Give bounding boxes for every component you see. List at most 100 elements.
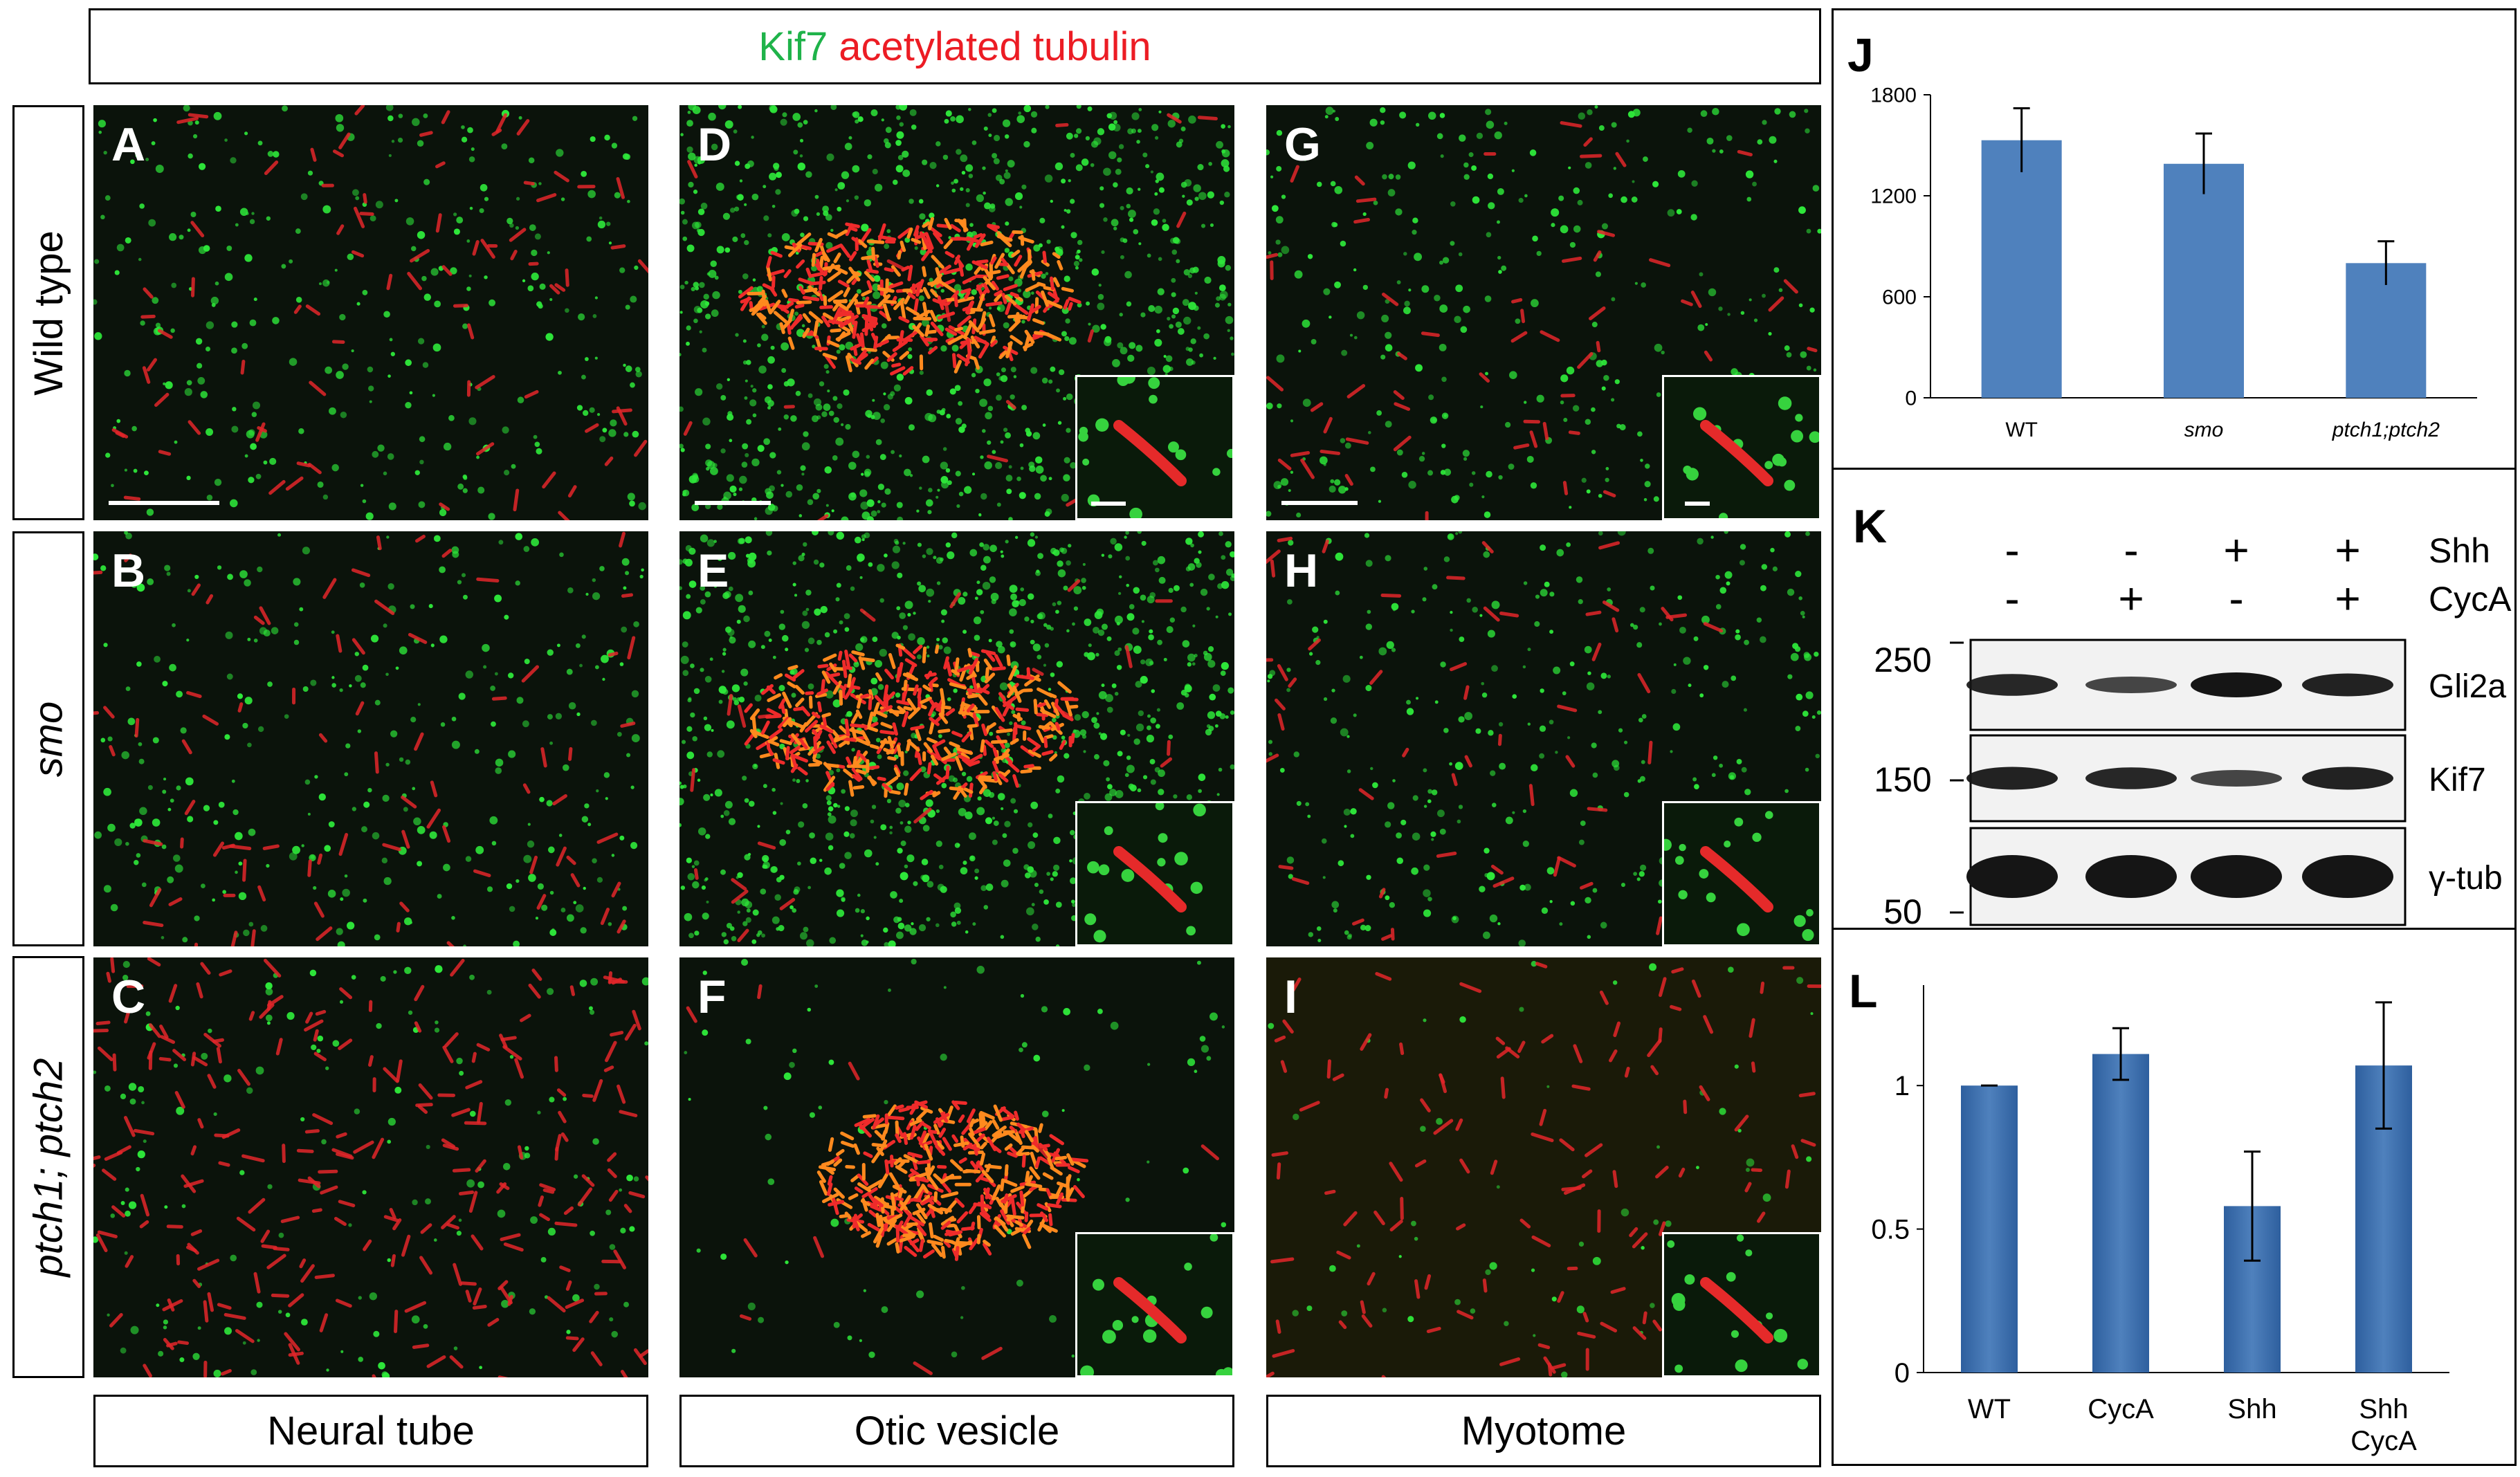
blot-band bbox=[2302, 855, 2393, 898]
blot-band bbox=[2085, 855, 2177, 898]
bar bbox=[2092, 1054, 2149, 1373]
row-label-text: ptch1; ptch2 bbox=[26, 1058, 71, 1276]
bar bbox=[2164, 163, 2244, 398]
treatment-sign: + bbox=[2223, 525, 2249, 575]
y-tick-label: 0 bbox=[1905, 387, 1917, 410]
panel-letter: I bbox=[1284, 971, 1297, 1023]
treatment-label: CycA bbox=[2429, 580, 2512, 618]
row-label-text: Wild type bbox=[26, 230, 71, 396]
scale-bar bbox=[695, 501, 771, 505]
x-tick-label: CycA bbox=[2088, 1394, 2154, 1424]
x-tick-label: CycA bbox=[2350, 1426, 2417, 1456]
blot-band bbox=[1966, 855, 2058, 898]
blot-band bbox=[2191, 855, 2282, 898]
panel-C: C bbox=[93, 957, 648, 1377]
row-label-smo: smo bbox=[12, 531, 84, 946]
panel-K-box: K - - + + Shh - + - + CycA Gli2a 250 Kif7 150 γ-tub 50 bbox=[1832, 468, 2517, 931]
blot-label: Kif7 bbox=[2429, 762, 2486, 798]
column-label-myotome: Myotome bbox=[1266, 1395, 1821, 1467]
panel-I: I bbox=[1266, 957, 1821, 1377]
blot-band bbox=[1966, 767, 2058, 790]
error-bar bbox=[2244, 1150, 2261, 1262]
mw-marker-label: 50 bbox=[1883, 892, 1922, 928]
y-tick-label: 1 bbox=[1894, 1071, 1910, 1101]
title-kif7: Kif7 bbox=[758, 24, 828, 69]
bar bbox=[1961, 1085, 2018, 1373]
x-tick-label: WT bbox=[1968, 1394, 2011, 1424]
panel-B: B bbox=[93, 531, 648, 946]
error-bar bbox=[2013, 107, 2030, 172]
blot-band bbox=[2191, 672, 2282, 697]
column-label-neural-tube: Neural tube bbox=[93, 1395, 648, 1467]
mw-marker-label: 150 bbox=[1874, 760, 1931, 799]
panel-letter: F bbox=[697, 971, 727, 1023]
scale-bar bbox=[1091, 502, 1126, 506]
panel-letter: A bbox=[111, 118, 146, 171]
y-tick-label: 600 bbox=[1882, 286, 1917, 309]
column-label-otic-vesicle: Otic vesicle bbox=[679, 1395, 1234, 1467]
panel-letter: D bbox=[697, 118, 732, 171]
x-tick-label: Shh bbox=[2227, 1394, 2276, 1424]
panel-letter-K: K bbox=[1853, 500, 1887, 553]
mw-marker-label: 250 bbox=[1874, 641, 1931, 679]
treatment-sign: - bbox=[2229, 574, 2243, 623]
panel-letter-J: J bbox=[1847, 29, 1874, 82]
panel-letter: E bbox=[697, 544, 729, 597]
panel-J-box: J 0 600 1200 1800 WT smo ptch1;ptch2 bbox=[1832, 8, 2517, 470]
error-bar bbox=[2377, 240, 2395, 285]
x-tick-label: WT bbox=[2005, 419, 2038, 441]
error-bar bbox=[2112, 1027, 2129, 1081]
panel-letter: C bbox=[111, 971, 146, 1023]
panel-D: D bbox=[679, 105, 1234, 520]
micrograph-image bbox=[93, 531, 648, 946]
error-bar bbox=[2195, 132, 2212, 194]
row-label-text: smo bbox=[26, 701, 71, 777]
bar bbox=[2346, 263, 2427, 398]
blot-band bbox=[1966, 674, 2058, 696]
panel-F: F bbox=[679, 957, 1234, 1377]
panel-letter: G bbox=[1284, 118, 1321, 171]
blot-band bbox=[2302, 673, 2393, 697]
blot-label: Gli2a bbox=[2429, 668, 2506, 705]
scale-bar bbox=[109, 501, 219, 505]
y-tick-label: 0.5 bbox=[1871, 1215, 1910, 1245]
panel-letter-L: L bbox=[1849, 965, 1878, 1018]
error-bar bbox=[2375, 1001, 2392, 1130]
blot-band bbox=[2302, 767, 2393, 790]
title-acetylated-tubulin: acetylated tubulin bbox=[839, 24, 1151, 69]
inset-zoom bbox=[1075, 375, 1234, 520]
bar-chart-J: J 0 600 1200 1800 WT smo ptch1;ptch2 bbox=[1847, 29, 2477, 441]
treatment-sign: + bbox=[2118, 574, 2144, 623]
blot-band bbox=[2191, 770, 2282, 787]
x-tick-label: smo bbox=[2184, 419, 2224, 441]
micrograph-image bbox=[93, 957, 648, 1377]
panel-G: G bbox=[1266, 105, 1821, 520]
blot-band bbox=[2085, 677, 2177, 693]
inset-zoom bbox=[1662, 801, 1821, 946]
blot-band bbox=[2085, 767, 2177, 789]
inset-zoom bbox=[1662, 375, 1821, 520]
panel-E: E bbox=[679, 531, 1234, 946]
row-label-wild-type: Wild type bbox=[12, 105, 84, 520]
micrograph-image bbox=[93, 105, 648, 520]
figure-title: Kif7 acetylated tubulin bbox=[89, 8, 1821, 84]
inset-zoom bbox=[1075, 1232, 1234, 1377]
blot-label: γ-tub bbox=[2429, 860, 2503, 897]
y-tick-label: 1200 bbox=[1870, 185, 1917, 208]
panel-letter: H bbox=[1284, 544, 1319, 597]
treatment-sign: - bbox=[2124, 525, 2138, 575]
scale-bar bbox=[1281, 501, 1358, 505]
panel-H: H bbox=[1266, 531, 1821, 946]
treatment-sign: - bbox=[2005, 574, 2019, 623]
treatment-label: Shh bbox=[2429, 531, 2490, 570]
x-tick-label: Shh bbox=[2359, 1394, 2408, 1424]
y-tick-label: 1800 bbox=[1870, 84, 1917, 107]
x-tick-label: ptch1;ptch2 bbox=[2332, 419, 2440, 441]
treatment-sign: + bbox=[2335, 574, 2360, 623]
y-tick-label: 0 bbox=[1894, 1358, 1910, 1388]
row-label-ptch: ptch1; ptch2 bbox=[12, 956, 84, 1378]
panel-A: A bbox=[93, 105, 648, 520]
panel-L-box: L 0 0.5 1 WT CycA Shh Shh CycA bbox=[1832, 928, 2517, 1466]
